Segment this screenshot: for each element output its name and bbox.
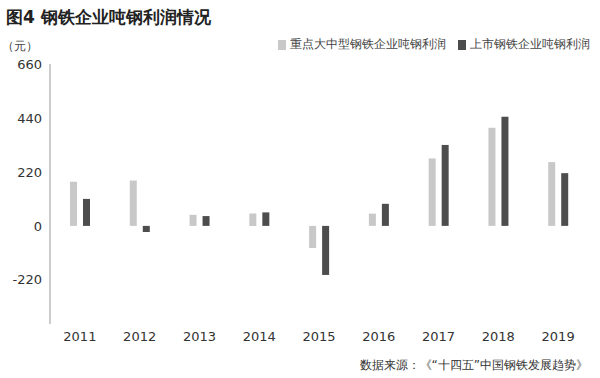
svg-text:2016: 2016 bbox=[362, 329, 395, 344]
html-text:数据来源：《“十四五”中国钢铁发展趋势》: 数据来源：《“十四五”中国钢铁发展趋势》 bbox=[359, 358, 588, 372]
svg-text:440: 440 bbox=[17, 111, 42, 126]
html-text:上市钢铁企业吨钢利润: 上市钢铁企业吨钢利润 bbox=[470, 37, 590, 51]
svg-text:-220: -220 bbox=[12, 272, 42, 287]
svg-text:2018: 2018 bbox=[482, 329, 515, 344]
svg-text:2011: 2011 bbox=[63, 329, 96, 344]
svg-text:2013: 2013 bbox=[183, 329, 216, 344]
svg-text:2017: 2017 bbox=[422, 329, 455, 344]
html-text:重点大中型钢铁企业吨钢利润: 重点大中型钢铁企业吨钢利润 bbox=[290, 37, 446, 51]
svg-text:0: 0 bbox=[34, 219, 42, 234]
svg-text:660: 660 bbox=[17, 57, 42, 72]
svg-text:2014: 2014 bbox=[243, 329, 276, 344]
svg-text:220: 220 bbox=[17, 165, 42, 180]
html-text:图4 钢铁企业吨钢利润情况: 图4 钢铁企业吨钢利润情况 bbox=[6, 7, 211, 27]
svg-text:2019: 2019 bbox=[542, 329, 575, 344]
svg-text:2012: 2012 bbox=[123, 329, 156, 344]
svg-text:2015: 2015 bbox=[302, 329, 335, 344]
html-text:（元）: （元） bbox=[2, 39, 38, 53]
